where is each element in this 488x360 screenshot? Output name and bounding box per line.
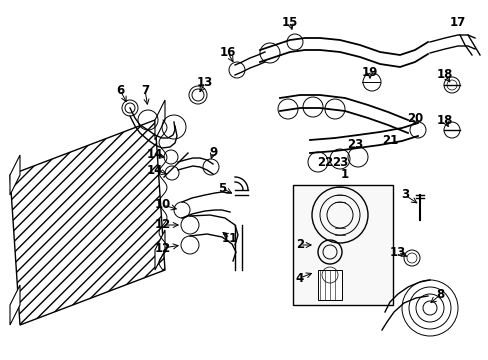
Text: 22: 22 (316, 156, 332, 168)
Polygon shape (155, 230, 164, 270)
Text: 8: 8 (435, 288, 443, 302)
Text: 12: 12 (155, 242, 171, 255)
Bar (317, 270, 341, 300)
Text: 9: 9 (208, 147, 217, 159)
Text: 12: 12 (155, 219, 171, 231)
Text: 18: 18 (436, 68, 452, 81)
Text: 14: 14 (146, 163, 163, 176)
Polygon shape (10, 285, 20, 325)
Text: 1: 1 (340, 168, 348, 181)
Text: 5: 5 (218, 181, 225, 194)
Text: 23: 23 (346, 139, 363, 152)
Text: 2: 2 (295, 238, 304, 252)
Text: 16: 16 (220, 46, 236, 59)
Polygon shape (10, 155, 20, 195)
Text: 19: 19 (361, 66, 377, 78)
Text: 13: 13 (389, 246, 406, 258)
Text: 21: 21 (381, 134, 397, 147)
Text: 23: 23 (331, 156, 347, 168)
Text: 20: 20 (406, 112, 422, 125)
Text: 17: 17 (449, 15, 465, 28)
Text: 14: 14 (146, 148, 163, 162)
Bar (292, 185, 392, 305)
Text: 6: 6 (116, 84, 124, 96)
Text: 7: 7 (141, 84, 149, 96)
Text: 11: 11 (222, 231, 238, 244)
Text: 18: 18 (436, 113, 452, 126)
Text: 10: 10 (155, 198, 171, 211)
Text: 15: 15 (281, 15, 298, 28)
Polygon shape (10, 120, 164, 325)
Text: 4: 4 (295, 271, 304, 284)
Text: 3: 3 (400, 189, 408, 202)
Text: 13: 13 (197, 77, 213, 90)
Polygon shape (155, 100, 164, 140)
